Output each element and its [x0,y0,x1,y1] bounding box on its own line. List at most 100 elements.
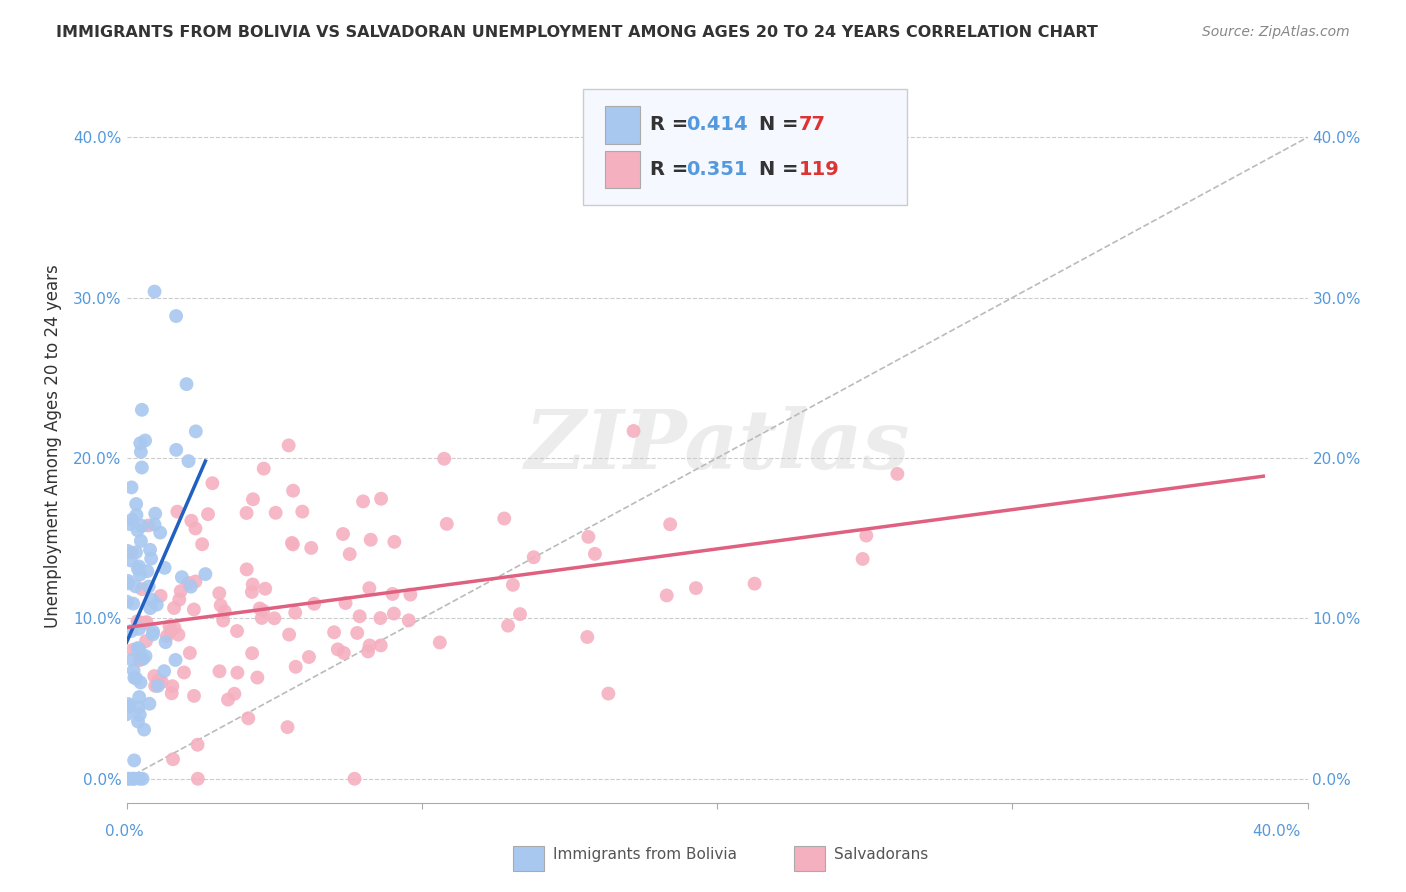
Point [583,547,606,561]
Point [117,576,139,591]
Point [134,649,156,664]
Point [180,514,202,528]
Point [165,653,187,667]
Point [125,545,148,559]
Point [494,511,516,525]
Point [226,665,249,680]
Point [276,720,298,734]
Point [129,533,152,548]
Point [744,576,766,591]
Point [153,561,176,575]
Text: R =: R = [650,160,695,179]
Text: 0.0%: 0.0% [105,824,145,838]
Point [242,492,264,507]
Point [117,772,139,786]
Point [332,527,354,541]
Point [127,641,149,656]
Point [139,601,162,615]
Point [184,425,207,439]
Point [277,438,299,452]
Point [346,626,368,640]
Point [333,646,356,660]
Point [382,534,405,549]
Text: 40.0%: 40.0% [1253,824,1301,838]
Point [436,516,458,531]
Point [209,599,232,613]
Point [128,653,150,667]
Point [165,442,187,457]
Point [141,592,163,607]
Point [323,625,346,640]
Point [167,592,190,607]
Point [125,508,148,522]
Point [135,634,157,648]
Point [122,597,145,611]
Point [254,582,277,596]
Point [132,652,155,666]
Point [655,589,678,603]
Point [127,700,149,714]
Point [357,644,380,658]
Point [335,596,357,610]
Point [129,567,152,582]
Point [399,588,422,602]
Point [143,285,166,299]
Point [148,673,170,688]
Point [352,494,374,508]
Point [131,402,153,417]
Point [187,738,209,752]
Point [115,707,138,722]
Point [263,611,285,625]
Point [143,517,166,532]
Point [149,589,172,603]
Point [135,615,157,629]
Point [121,642,143,657]
Point [685,581,707,595]
Point [143,679,166,693]
Point [370,639,392,653]
Text: N =: N = [759,115,806,135]
Point [576,530,599,544]
Point [129,675,152,690]
Point [281,483,304,498]
Point [170,584,193,599]
Point [299,541,322,555]
Point [398,613,420,627]
Point [240,585,263,599]
Point [117,574,139,588]
Point [132,723,155,737]
Point [124,671,146,685]
Point [129,445,152,459]
Point [291,505,314,519]
Point [180,580,202,594]
Point [235,562,257,576]
Point [349,609,371,624]
Point [142,627,165,641]
Point [252,604,274,618]
Point [118,516,141,531]
Text: Immigrants from Bolivia: Immigrants from Bolivia [553,847,737,862]
Point [139,542,162,557]
Point [143,507,166,521]
Point [138,580,160,594]
Point [208,665,231,679]
Point [127,615,149,629]
Point [381,587,404,601]
Point [134,616,156,631]
Point [253,461,276,475]
Point [128,622,150,636]
Point [238,711,260,725]
Point [131,582,153,597]
Point [281,537,304,551]
Point [370,611,392,625]
Point [191,537,214,551]
Text: ZIPatlas: ZIPatlas [524,406,910,486]
Point [170,570,193,584]
Point [125,672,148,686]
Point [153,664,176,678]
Point [121,480,143,494]
Point [118,772,141,786]
Point [120,553,142,567]
Point [250,611,273,625]
Point [886,467,908,481]
